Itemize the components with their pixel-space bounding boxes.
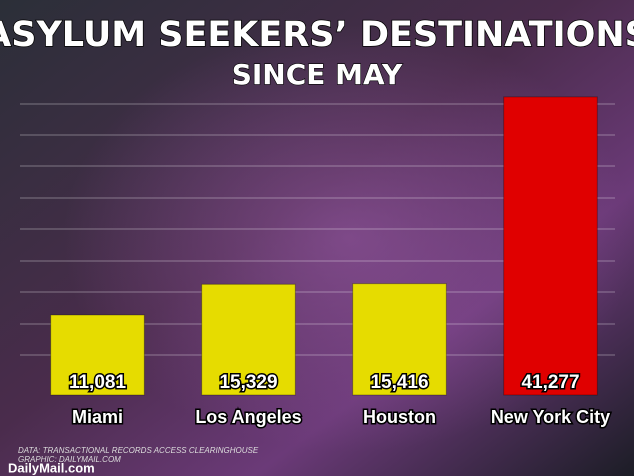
value-label: 15,416 <box>370 372 428 393</box>
x-tick-label: Miami <box>72 407 123 427</box>
credit: GRAPHIC: DAILYMAIL.COM <box>18 455 121 464</box>
x-tick-label: Houston <box>363 407 436 427</box>
x-tick-label: Los Angeles <box>195 407 301 427</box>
chart-title: ASYLUM SEEKERS’ DESTINATIONS <box>0 15 634 55</box>
bar <box>352 283 447 396</box>
chart-subtitle: SINCE MAY <box>232 58 403 91</box>
brand: DailyMail.com <box>8 460 95 475</box>
source: DATA: TRANSACTIONAL RECORDS ACCESS CLEAR… <box>18 446 259 455</box>
bar <box>50 314 145 396</box>
x-tick-label: New York City <box>491 407 610 427</box>
value-label: 15,329 <box>219 372 277 393</box>
bar <box>201 283 296 396</box>
bar <box>503 96 598 396</box>
value-label: 11,081 <box>69 372 126 393</box>
value-label: 41,277 <box>521 372 579 393</box>
